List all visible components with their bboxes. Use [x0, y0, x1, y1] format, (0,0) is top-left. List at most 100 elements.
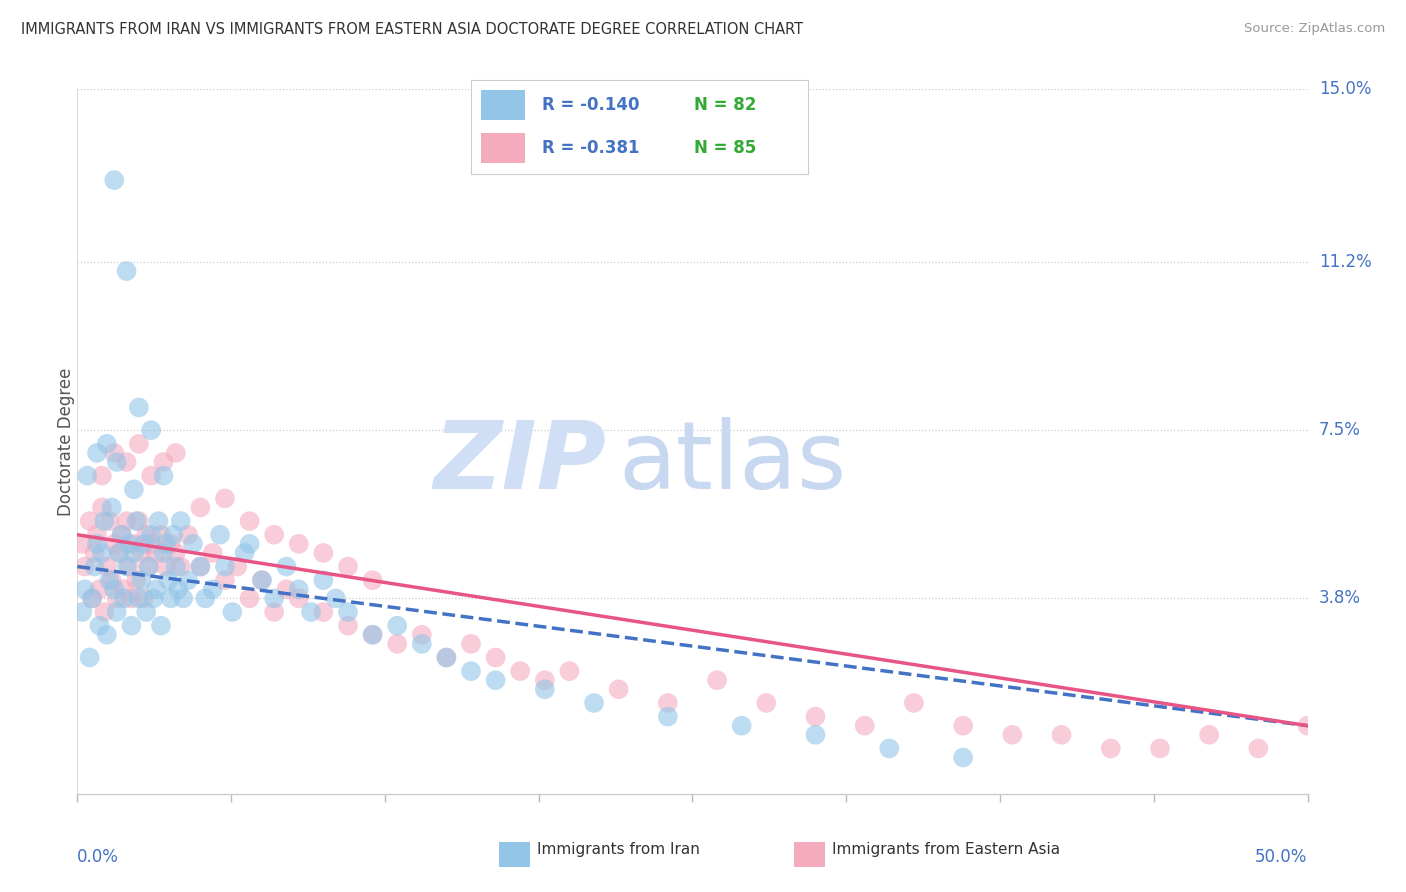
Point: [312, 546, 335, 560]
Point: [101, 573, 124, 587]
Point: [952, 719, 974, 733]
Point: [76, 468, 98, 483]
Point: [361, 573, 384, 587]
Text: ZIP: ZIP: [433, 417, 606, 508]
Point: [115, 559, 138, 574]
Point: [86, 446, 108, 460]
Point: [226, 559, 249, 574]
Point: [188, 500, 212, 515]
Point: [129, 546, 153, 560]
Point: [90, 546, 114, 560]
Point: [115, 455, 138, 469]
Point: [214, 559, 236, 574]
Point: [263, 605, 285, 619]
Point: [125, 514, 148, 528]
Point: [167, 582, 190, 597]
Point: [165, 559, 187, 574]
Point: [111, 527, 132, 541]
Point: [89, 582, 111, 597]
Point: [436, 650, 458, 665]
Point: [82, 591, 104, 606]
Point: [108, 546, 131, 560]
Point: [276, 582, 298, 597]
Point: [1198, 728, 1220, 742]
Point: [160, 591, 183, 606]
Point: [194, 591, 217, 606]
Point: [288, 591, 311, 606]
Point: [103, 582, 125, 597]
Point: [879, 741, 901, 756]
Point: [79, 514, 101, 528]
Point: [233, 546, 256, 560]
Point: [93, 514, 115, 528]
Point: [485, 673, 508, 688]
Point: [288, 582, 311, 597]
Point: [128, 591, 150, 606]
Point: [312, 573, 335, 587]
Text: 0.0%: 0.0%: [77, 848, 120, 866]
Point: [177, 573, 200, 587]
Point: [731, 719, 754, 733]
Point: [128, 514, 150, 528]
Point: [150, 618, 173, 632]
Point: [135, 605, 157, 619]
Point: [103, 173, 125, 187]
Point: [221, 605, 243, 619]
Point: [706, 673, 728, 688]
Point: [952, 750, 974, 764]
Point: [165, 446, 187, 460]
Point: [105, 455, 128, 469]
Point: [460, 664, 482, 678]
Point: [98, 573, 121, 587]
Point: [122, 537, 145, 551]
Text: 15.0%: 15.0%: [1319, 80, 1371, 98]
Point: [89, 618, 111, 632]
Point: [138, 559, 160, 574]
Point: [657, 696, 679, 710]
Point: [83, 559, 105, 574]
Point: [411, 637, 433, 651]
Text: 50.0%: 50.0%: [1256, 848, 1308, 866]
Text: Immigrants from Eastern Asia: Immigrants from Eastern Asia: [832, 842, 1060, 856]
Point: [141, 527, 163, 541]
Point: [115, 264, 138, 278]
Point: [96, 628, 118, 642]
Point: [509, 664, 531, 678]
Text: IMMIGRANTS FROM IRAN VS IMMIGRANTS FROM EASTERN ASIA DOCTORATE DEGREE CORRELATIO: IMMIGRANTS FROM IRAN VS IMMIGRANTS FROM …: [21, 22, 803, 37]
Point: [152, 468, 174, 483]
Text: N = 82: N = 82: [693, 95, 756, 113]
Point: [276, 559, 298, 574]
Point: [70, 605, 93, 619]
Point: [411, 628, 433, 642]
Text: Immigrants from Iran: Immigrants from Iran: [537, 842, 700, 856]
Point: [141, 468, 163, 483]
Point: [172, 591, 194, 606]
Point: [90, 500, 114, 515]
Point: [214, 573, 236, 587]
Text: R = -0.140: R = -0.140: [541, 95, 640, 113]
Point: [162, 527, 184, 541]
Point: [299, 605, 322, 619]
Point: [132, 591, 155, 606]
Text: R = -0.381: R = -0.381: [541, 139, 640, 157]
Point: [128, 437, 150, 451]
Point: [385, 637, 409, 651]
Text: atlas: atlas: [619, 417, 846, 508]
Point: [79, 650, 101, 665]
Point: [86, 527, 108, 541]
Point: [436, 650, 458, 665]
Point: [170, 514, 193, 528]
Point: [118, 559, 141, 574]
Point: [70, 537, 93, 551]
Point: [188, 559, 212, 574]
Point: [118, 537, 141, 551]
Point: [239, 514, 262, 528]
Point: [115, 514, 138, 528]
Point: [337, 559, 360, 574]
Point: [177, 527, 200, 541]
Point: [558, 664, 581, 678]
Point: [157, 573, 180, 587]
Point: [534, 682, 557, 697]
Point: [103, 446, 125, 460]
Point: [122, 483, 145, 497]
